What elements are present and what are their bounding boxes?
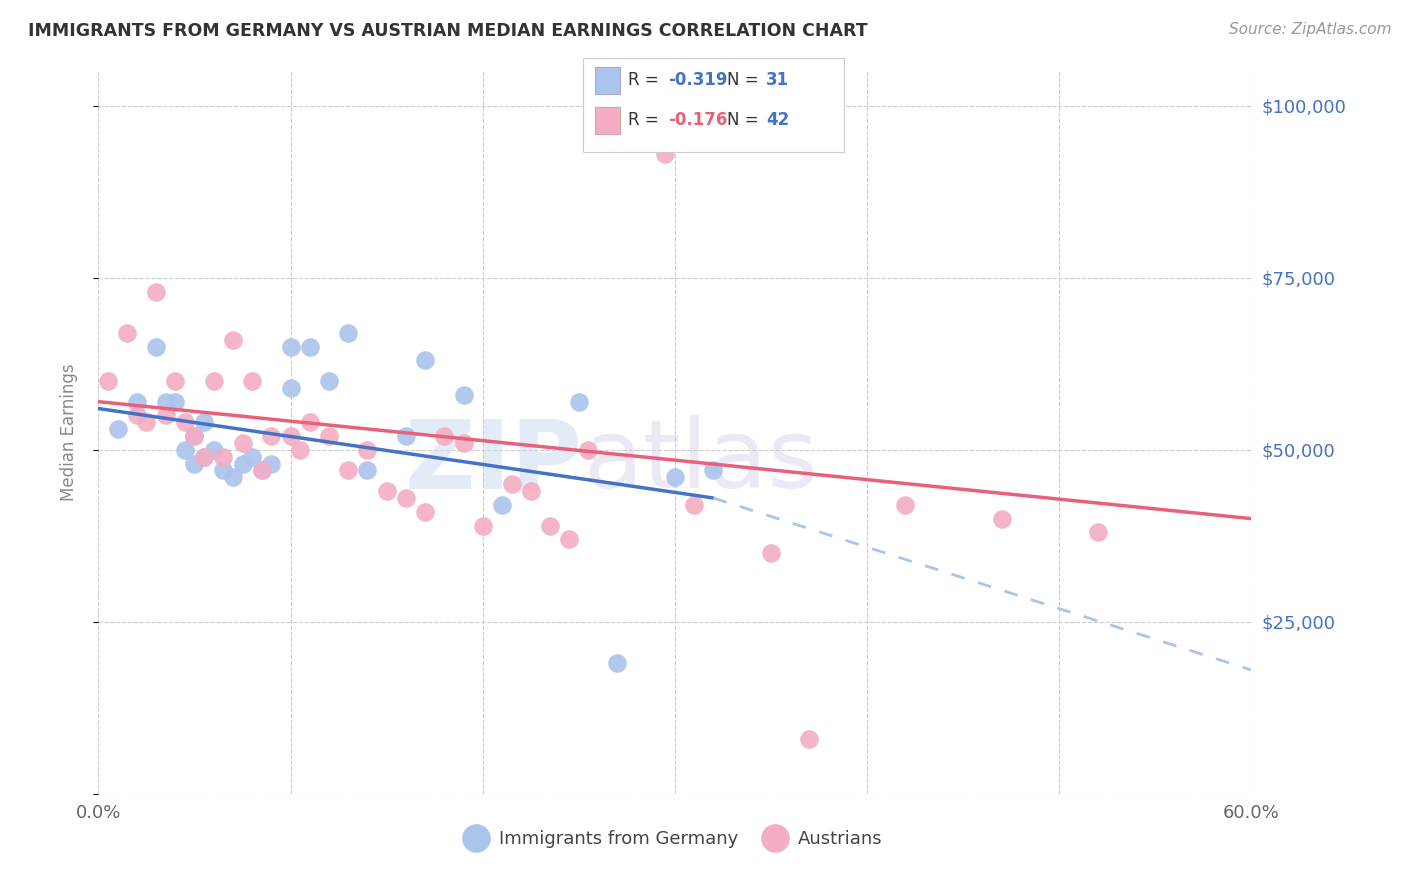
Point: [193, 415, 215, 429]
Text: Source: ZipAtlas.com: Source: ZipAtlas.com: [1229, 22, 1392, 37]
Point: [193, 450, 215, 464]
Point: [145, 285, 167, 299]
Point: [395, 491, 418, 505]
Point: [145, 340, 167, 354]
Point: [165, 394, 187, 409]
Point: [799, 731, 821, 746]
Point: [155, 394, 177, 409]
Point: [290, 442, 312, 457]
Point: [558, 533, 581, 547]
Point: [538, 518, 561, 533]
Text: atlas: atlas: [582, 415, 818, 508]
Point: [395, 429, 418, 443]
Point: [453, 436, 475, 450]
Point: [606, 133, 628, 147]
Point: [125, 394, 148, 409]
Text: 42: 42: [766, 112, 790, 129]
Legend: Immigrants from Germany, Austrians: Immigrants from Germany, Austrians: [458, 821, 891, 857]
Point: [280, 340, 302, 354]
Text: N =: N =: [727, 112, 763, 129]
Point: [664, 470, 686, 484]
Text: IMMIGRANTS FROM GERMANY VS AUSTRIAN MEDIAN EARNINGS CORRELATION CHART: IMMIGRANTS FROM GERMANY VS AUSTRIAN MEDI…: [28, 22, 868, 40]
Point: [337, 326, 360, 340]
Point: [212, 463, 235, 477]
Point: [568, 394, 591, 409]
Point: [606, 656, 628, 670]
Point: [702, 463, 724, 477]
Point: [433, 429, 456, 443]
Point: [97, 374, 120, 388]
Point: [280, 381, 302, 395]
Point: [413, 353, 436, 368]
Point: [222, 333, 245, 347]
Text: 31: 31: [766, 71, 789, 89]
Point: [202, 374, 225, 388]
Point: [202, 442, 225, 457]
Point: [471, 518, 494, 533]
Point: [212, 450, 235, 464]
Point: [107, 422, 129, 436]
Point: [231, 457, 254, 471]
Text: -0.319: -0.319: [668, 71, 727, 89]
Point: [491, 498, 513, 512]
Point: [520, 484, 543, 499]
Point: [280, 429, 302, 443]
Point: [165, 374, 187, 388]
Point: [453, 388, 475, 402]
Point: [990, 511, 1012, 525]
Point: [117, 326, 139, 340]
Point: [174, 415, 197, 429]
Point: [337, 463, 360, 477]
Text: R =: R =: [628, 112, 665, 129]
Point: [174, 442, 197, 457]
Point: [135, 415, 157, 429]
Point: [894, 498, 917, 512]
Point: [356, 442, 378, 457]
Point: [240, 450, 263, 464]
Point: [183, 429, 205, 443]
Point: [1087, 525, 1109, 540]
Point: [654, 147, 676, 161]
Point: [155, 409, 177, 423]
Point: [250, 463, 273, 477]
Point: [318, 374, 340, 388]
Point: [318, 429, 340, 443]
Point: [298, 415, 321, 429]
Point: [183, 457, 205, 471]
Point: [413, 505, 436, 519]
Point: [683, 498, 706, 512]
Point: [356, 463, 378, 477]
Point: [231, 436, 254, 450]
Text: N =: N =: [727, 71, 763, 89]
Point: [240, 374, 263, 388]
Text: R =: R =: [628, 71, 665, 89]
Point: [260, 457, 283, 471]
Text: -0.176: -0.176: [668, 112, 727, 129]
Point: [260, 429, 283, 443]
Y-axis label: Median Earnings: Median Earnings: [59, 364, 77, 501]
Point: [183, 429, 205, 443]
Point: [759, 546, 782, 560]
Text: ZIP: ZIP: [405, 415, 582, 508]
Point: [222, 470, 245, 484]
Point: [375, 484, 398, 499]
Point: [193, 450, 215, 464]
Point: [250, 463, 273, 477]
Point: [298, 340, 321, 354]
Point: [578, 442, 600, 457]
Point: [125, 409, 148, 423]
Point: [501, 477, 523, 491]
